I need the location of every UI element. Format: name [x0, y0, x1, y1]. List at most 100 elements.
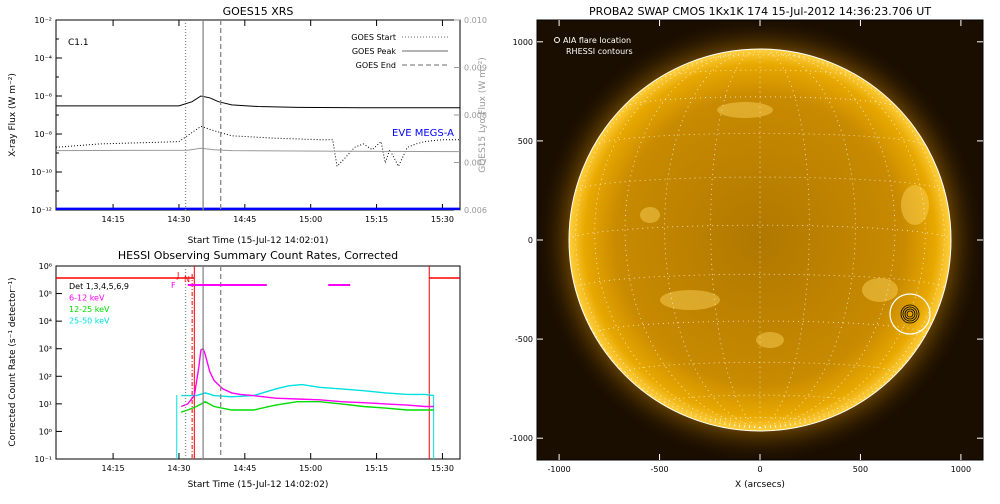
goes-y-axis-label: X-ray Flux (W m⁻²)	[8, 73, 18, 157]
hessi-y-tick-label: 10⁶	[39, 262, 52, 271]
goes-legend-label: GOES Peak	[352, 47, 397, 56]
swap-y-tick-label: 500	[518, 137, 533, 146]
hessi-title: HESSI Observing Summary Count Rates, Cor…	[118, 249, 398, 262]
goes-x-tick-labels: 14:15 14:30 14:45 15:00 15:15 15:30	[102, 215, 454, 224]
goes-y-tick-label: 10⁻¹⁰	[31, 168, 52, 177]
goes-event-lines	[184, 20, 222, 210]
goes-title: GOES15 XRS	[223, 5, 294, 18]
hessi-night-marks	[56, 266, 460, 459]
swap-x-tick-labels: -1000 -500 0 500 1000	[547, 465, 971, 474]
hessi-legend: Det 1,3,4,5,6,9 6-12 keV 12-25 keV 25-50 ke…	[69, 282, 129, 326]
hessi-x-tick-label: 15:30	[431, 464, 454, 473]
hessi-y-tick-label: 10⁻¹	[34, 455, 52, 464]
swap-legend-rhessi: RHESSI contours	[566, 47, 633, 56]
hessi-y-tick-label: 10²	[39, 372, 52, 381]
swap-y-tick-label: -1000	[510, 434, 533, 443]
goes-y2-tick-label: 0.006	[464, 206, 487, 215]
grid-meridian	[759, 59, 945, 429]
hessi-panel: HESSI Observing Summary Count Rates, Cor…	[8, 249, 461, 490]
goes-x-axis-label: Start Time (15-Jul-12 14:02:01)	[188, 236, 329, 246]
goes-axis-ticks	[56, 19, 460, 211]
grid-parallel	[594, 320, 926, 335]
goes-legend-label: GOES End	[356, 61, 396, 70]
goes-y2-tick-label: 0.008	[464, 111, 487, 120]
hessi-y-tick-labels: 10⁶ 10⁵ 10⁴ 10³ 10² 10¹ 10⁰ 10⁻¹	[34, 262, 52, 464]
goes-y-tick-label: 10⁻¹²	[31, 206, 52, 215]
swap-x-tick-label: -1000	[547, 465, 570, 474]
goes-y2-tick-labels: 0.010 0.009 0.008 0.007 0.006	[464, 16, 487, 215]
goes-y-tick-label: 10⁻²	[34, 16, 52, 25]
goes-y2-axis-label: GOES15 Lyα Flux (W m⁻²)	[478, 57, 488, 173]
swap-panel: PROBA2 SWAP CMOS 1Kx1K 174 15-Jul-2012 1…	[510, 5, 984, 490]
goes-plot-frame	[55, 19, 461, 211]
solar-limb	[568, 48, 952, 432]
swap-x-tick-label: 500	[853, 465, 868, 474]
hessi-x-tick-label: 15:15	[365, 464, 388, 473]
hessi-legend-label: 25-50 keV	[69, 317, 110, 326]
goes-y-tick-labels: 10⁻² 10⁻⁴ 10⁻⁶ 10⁻⁸ 10⁻¹⁰ 10⁻¹²	[31, 16, 52, 215]
hessi-y-tick-label: 10⁴	[39, 317, 52, 326]
hessi-x-tick-label: 15:00	[299, 464, 322, 473]
goes-series-line	[56, 147, 460, 153]
goes-series-group	[56, 95, 460, 210]
hessi-x-tick-label: 14:45	[233, 464, 256, 473]
aia-flare-location-circle	[889, 293, 931, 335]
hessi-x-axis-label: Start Time (15-Jul-12 14:02:02)	[188, 480, 329, 490]
hessi-event-lines	[184, 266, 222, 459]
goes-legend-label: GOES Start	[351, 33, 396, 42]
swap-x-tick-label: -500	[650, 465, 668, 474]
goes-x-tick-label: 14:45	[233, 215, 256, 224]
goes-x-tick-label: 14:15	[102, 215, 125, 224]
goes-y2-tick-label: 0.009	[464, 64, 487, 73]
hessi-flag-n: N	[184, 275, 190, 284]
hessi-y-tick-label: 10⁰	[39, 427, 52, 436]
hessi-axis-ticks	[56, 265, 443, 460]
goes-overlay-label: EVE MEGS-A	[392, 128, 454, 139]
solar-disk	[569, 49, 951, 431]
goes-x-tick-label: 15:15	[365, 215, 388, 224]
hessi-series-line	[181, 383, 434, 398]
hessi-legend-label: 12-25 keV	[69, 305, 110, 314]
swap-y-tick-label: -500	[515, 335, 533, 344]
swap-legend: AIA flare location RHESSI contours	[554, 36, 633, 56]
goes-y-tick-label: 10⁻⁴	[34, 54, 52, 63]
swap-y-tick-label: 0	[528, 236, 533, 245]
swap-x-tick-label: 0	[757, 465, 762, 474]
swap-legend-aia: AIA flare location	[563, 36, 631, 45]
hessi-plot-frame	[55, 265, 461, 460]
goes-flare-class: C1.1	[68, 38, 89, 48]
goes-x-tick-label: 15:30	[431, 215, 454, 224]
swap-x-tick-label: 1000	[951, 465, 971, 474]
hessi-y-tick-label: 10⁵	[39, 290, 52, 299]
hessi-y-axis-label: Corrected Count Rate (s⁻¹ detector⁻¹)	[8, 277, 18, 446]
hessi-series-group	[180, 347, 434, 413]
swap-y-tick-label: 1000	[513, 38, 533, 47]
hessi-flag-j: J	[176, 271, 179, 280]
swap-x-axis-label: X (arcsecs)	[735, 480, 785, 490]
goes-x-tick-label: 15:00	[299, 215, 322, 224]
active-regions	[640, 102, 929, 348]
swap-y-tick-labels: 1000 500 0 -500 -1000	[510, 38, 533, 443]
rhessi-contours	[900, 304, 920, 324]
aia-legend-circle-icon	[554, 37, 560, 43]
goes-y-tick-label: 10⁻⁸	[34, 130, 52, 139]
goes-panel: GOES15 XRS 10⁻² 10⁻⁴ 10⁻⁶ 10⁻⁸ 10⁻¹⁰ 10⁻¹² 0.…	[8, 5, 488, 246]
grid-parallel	[712, 54, 808, 58]
hessi-x-tick-labels: 14:15 14:30 14:45 15:00 15:15 15:30	[102, 464, 454, 473]
hessi-legend-label: Det 1,3,4,5,6,9	[69, 282, 129, 291]
goes-y2-tick-label: 0.010	[464, 16, 487, 25]
grid-meridian	[575, 59, 761, 429]
hessi-series-line	[180, 347, 434, 408]
goes-x-tick-label: 14:30	[167, 215, 190, 224]
goes-y2-tick-label: 0.007	[464, 159, 487, 168]
swap-title: PROBA2 SWAP CMOS 1Kx1K 174 15-Jul-2012 1…	[589, 5, 931, 18]
heliographic-grid	[568, 51, 952, 429]
swap-axis-ticks	[537, 20, 983, 460]
hessi-x-tick-label: 14:15	[102, 464, 125, 473]
hessi-y-tick-label: 10³	[39, 345, 52, 354]
hessi-series-line	[180, 400, 434, 413]
hessi-y-tick-label: 10¹	[39, 400, 52, 409]
goes-series-line	[56, 95, 460, 109]
